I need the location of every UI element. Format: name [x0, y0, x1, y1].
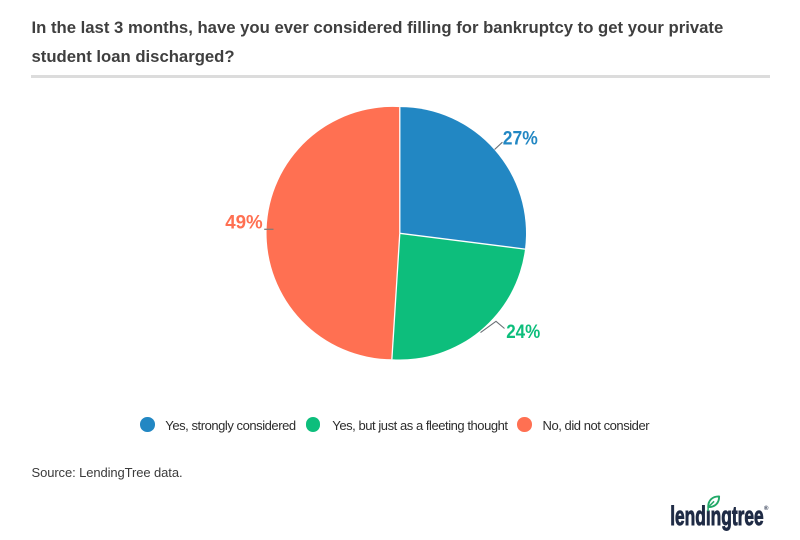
svg-text:27%: 27% — [503, 128, 538, 149]
svg-text:24%: 24% — [506, 322, 540, 343]
svg-text:49%: 49% — [225, 212, 263, 233]
svg-text:®: ® — [764, 505, 769, 512]
svg-text:lendıngtree: lendıngtree — [670, 501, 764, 531]
